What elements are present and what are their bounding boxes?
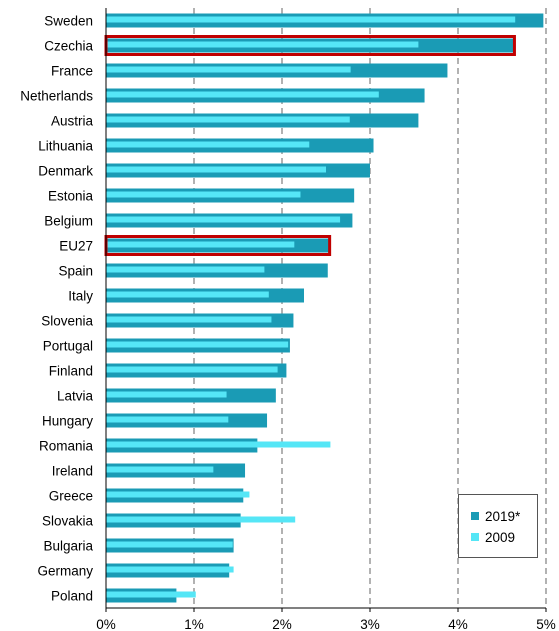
category-label: EU27 bbox=[59, 239, 93, 254]
bar-2009 bbox=[106, 191, 301, 198]
bar-2009 bbox=[106, 66, 351, 73]
category-label: Portugal bbox=[43, 339, 93, 354]
bar-2009 bbox=[106, 166, 326, 173]
legend-label-2009: 2009 bbox=[485, 529, 516, 545]
x-tick-label: 3% bbox=[360, 617, 380, 631]
bar-2009 bbox=[106, 91, 379, 98]
legend-label-2019: 2019* bbox=[485, 508, 521, 524]
bar-2009 bbox=[106, 266, 265, 273]
bar-2009 bbox=[106, 341, 289, 348]
bar-2009 bbox=[106, 516, 296, 523]
category-label: Finland bbox=[49, 364, 93, 379]
x-tick-label: 5% bbox=[536, 617, 556, 631]
x-tick-label: 0% bbox=[96, 617, 116, 631]
bar-2009 bbox=[106, 541, 233, 548]
bar-2009 bbox=[106, 141, 310, 148]
category-label: Greece bbox=[49, 489, 93, 504]
bars bbox=[106, 13, 544, 603]
category-label: Slovenia bbox=[41, 314, 93, 329]
category-label: Hungary bbox=[42, 414, 93, 429]
bar-2009 bbox=[106, 241, 295, 248]
category-label: Lithuania bbox=[38, 139, 93, 154]
category-label: Poland bbox=[51, 589, 93, 604]
x-tick-label: 4% bbox=[448, 617, 468, 631]
category-label: Estonia bbox=[48, 189, 94, 204]
bar-2009 bbox=[106, 366, 278, 373]
category-label: Netherlands bbox=[20, 89, 93, 104]
bar-2009 bbox=[106, 441, 331, 448]
category-label: Sweden bbox=[44, 14, 93, 29]
legend-swatch-2009 bbox=[471, 533, 479, 541]
category-label: Latvia bbox=[57, 389, 94, 404]
bar-2009 bbox=[106, 116, 350, 123]
category-label: Germany bbox=[37, 564, 93, 579]
category-label: Italy bbox=[68, 289, 93, 304]
category-label: Ireland bbox=[52, 464, 93, 479]
legend-item-2009: 2009 bbox=[471, 529, 515, 545]
bar-2009 bbox=[106, 391, 227, 398]
bar-2009 bbox=[106, 16, 516, 23]
bar-2009 bbox=[106, 416, 229, 423]
bar-2009 bbox=[106, 41, 419, 48]
bar-2009 bbox=[106, 216, 341, 223]
category-label: Bulgaria bbox=[43, 539, 93, 554]
x-tick-label: 2% bbox=[272, 617, 292, 631]
axes bbox=[105, 8, 547, 612]
category-label: France bbox=[51, 64, 93, 79]
category-label: Spain bbox=[58, 264, 93, 279]
category-label: Romania bbox=[39, 439, 94, 454]
legend: 2019* 2009 bbox=[458, 494, 538, 558]
legend-item-2019: 2019* bbox=[471, 508, 520, 524]
category-label: Denmark bbox=[38, 164, 93, 179]
bar-2009 bbox=[106, 291, 269, 298]
bar-2009 bbox=[106, 491, 250, 498]
category-label: Austria bbox=[51, 114, 94, 129]
x-tick-label: 1% bbox=[184, 617, 204, 631]
bar-2009 bbox=[106, 566, 234, 573]
x-tick-labels: 0% 1% 2% 3% 4% 5% bbox=[96, 617, 556, 631]
category-labels: Sweden Czechia France Netherlands Austria Lit… bbox=[20, 14, 93, 604]
bar-2009 bbox=[106, 591, 196, 598]
category-label: Czechia bbox=[44, 39, 93, 54]
category-label: Belgium bbox=[44, 214, 93, 229]
category-label: Slovakia bbox=[42, 514, 94, 529]
legend-swatch-2019 bbox=[471, 512, 479, 520]
bar-2009 bbox=[106, 466, 214, 473]
bar-2009 bbox=[106, 316, 272, 323]
